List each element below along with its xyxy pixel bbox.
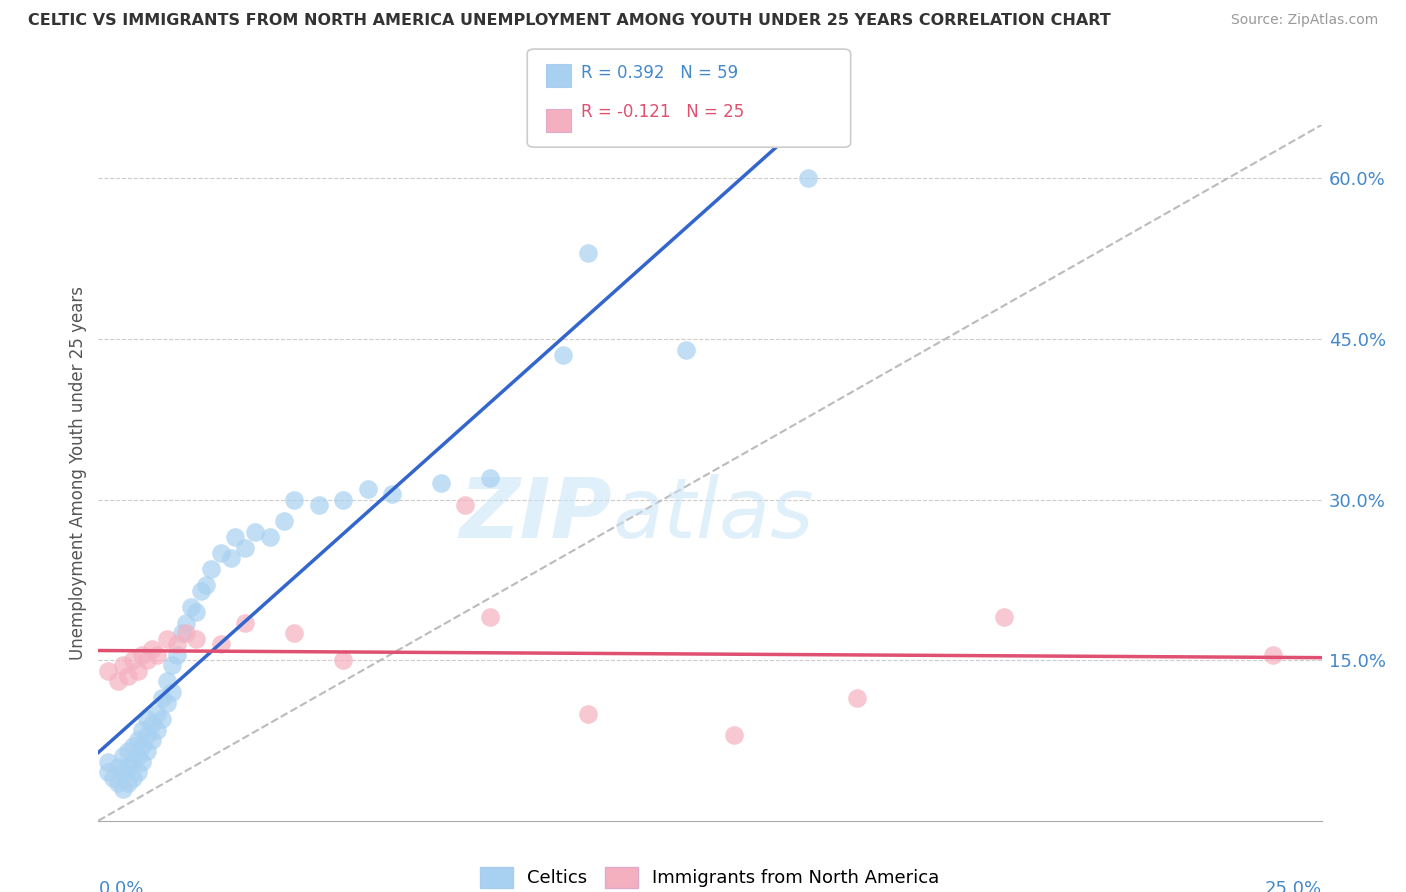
Point xyxy=(121,771,143,785)
Point xyxy=(131,648,153,662)
Point xyxy=(180,599,202,614)
Point xyxy=(224,530,246,544)
Point xyxy=(141,642,163,657)
Point xyxy=(146,648,169,662)
Point xyxy=(186,605,208,619)
Point xyxy=(121,739,143,753)
Point xyxy=(195,578,218,592)
Point xyxy=(259,530,281,544)
Point xyxy=(209,637,232,651)
Point xyxy=(283,626,305,640)
Point xyxy=(219,551,242,566)
Point xyxy=(107,776,129,790)
Point xyxy=(107,760,129,774)
Point xyxy=(170,626,193,640)
Text: R = -0.121   N = 25: R = -0.121 N = 25 xyxy=(581,103,744,121)
Point xyxy=(136,653,159,667)
Point xyxy=(97,765,120,780)
Point xyxy=(576,246,599,260)
Point xyxy=(117,776,139,790)
Point xyxy=(131,739,153,753)
Text: Source: ZipAtlas.com: Source: ZipAtlas.com xyxy=(1230,13,1378,28)
Point xyxy=(454,498,477,512)
Point xyxy=(121,653,143,667)
Point xyxy=(111,749,134,764)
Point xyxy=(127,733,149,747)
Point xyxy=(121,755,143,769)
Point xyxy=(675,343,697,357)
Text: CELTIC VS IMMIGRANTS FROM NORTH AMERICA UNEMPLOYMENT AMONG YOUTH UNDER 25 YEARS : CELTIC VS IMMIGRANTS FROM NORTH AMERICA … xyxy=(28,13,1111,29)
Point xyxy=(200,562,222,576)
Point xyxy=(576,706,599,721)
Point xyxy=(186,632,208,646)
Point xyxy=(117,744,139,758)
Point xyxy=(233,541,256,555)
Text: ZIP: ZIP xyxy=(460,474,612,555)
Point xyxy=(156,632,179,646)
Point xyxy=(156,696,179,710)
Point xyxy=(136,712,159,726)
Point xyxy=(166,648,188,662)
Text: R = 0.392   N = 59: R = 0.392 N = 59 xyxy=(581,64,738,82)
Point xyxy=(478,610,501,624)
Point xyxy=(845,690,868,705)
Point xyxy=(308,498,330,512)
Text: 0.0%: 0.0% xyxy=(98,880,143,892)
Point xyxy=(1261,648,1284,662)
Legend: Celtics, Immigrants from North America: Celtics, Immigrants from North America xyxy=(474,860,946,892)
Point xyxy=(381,487,404,501)
Point xyxy=(160,685,183,699)
Point xyxy=(101,771,124,785)
Point xyxy=(146,706,169,721)
Point xyxy=(136,744,159,758)
Point xyxy=(190,583,212,598)
Text: atlas: atlas xyxy=(612,474,814,555)
Point xyxy=(141,717,163,731)
Point xyxy=(993,610,1015,624)
Point xyxy=(156,674,179,689)
Point xyxy=(117,760,139,774)
Point xyxy=(107,674,129,689)
Point xyxy=(233,615,256,630)
Point xyxy=(136,728,159,742)
Point xyxy=(127,749,149,764)
Point xyxy=(131,723,153,737)
Y-axis label: Unemployment Among Youth under 25 years: Unemployment Among Youth under 25 years xyxy=(69,285,87,660)
Point xyxy=(160,658,183,673)
Point xyxy=(332,492,354,507)
Point xyxy=(146,723,169,737)
Point xyxy=(176,615,198,630)
Point xyxy=(111,781,134,796)
Point xyxy=(150,712,173,726)
Point xyxy=(176,626,198,640)
Point xyxy=(553,348,575,362)
Point xyxy=(127,664,149,678)
Point xyxy=(430,476,453,491)
Point xyxy=(478,471,501,485)
Point xyxy=(243,524,266,539)
Point xyxy=(117,669,139,683)
Point xyxy=(166,637,188,651)
Point xyxy=(356,482,378,496)
Point xyxy=(141,733,163,747)
Point xyxy=(797,171,820,186)
Point xyxy=(283,492,305,507)
Point xyxy=(723,728,745,742)
Point xyxy=(127,765,149,780)
Point xyxy=(97,755,120,769)
Point xyxy=(209,546,232,560)
Point xyxy=(97,664,120,678)
Point xyxy=(332,653,354,667)
Text: 25.0%: 25.0% xyxy=(1264,880,1322,892)
Point xyxy=(111,658,134,673)
Point xyxy=(150,690,173,705)
Point xyxy=(131,755,153,769)
Point xyxy=(273,514,295,528)
Point xyxy=(111,765,134,780)
